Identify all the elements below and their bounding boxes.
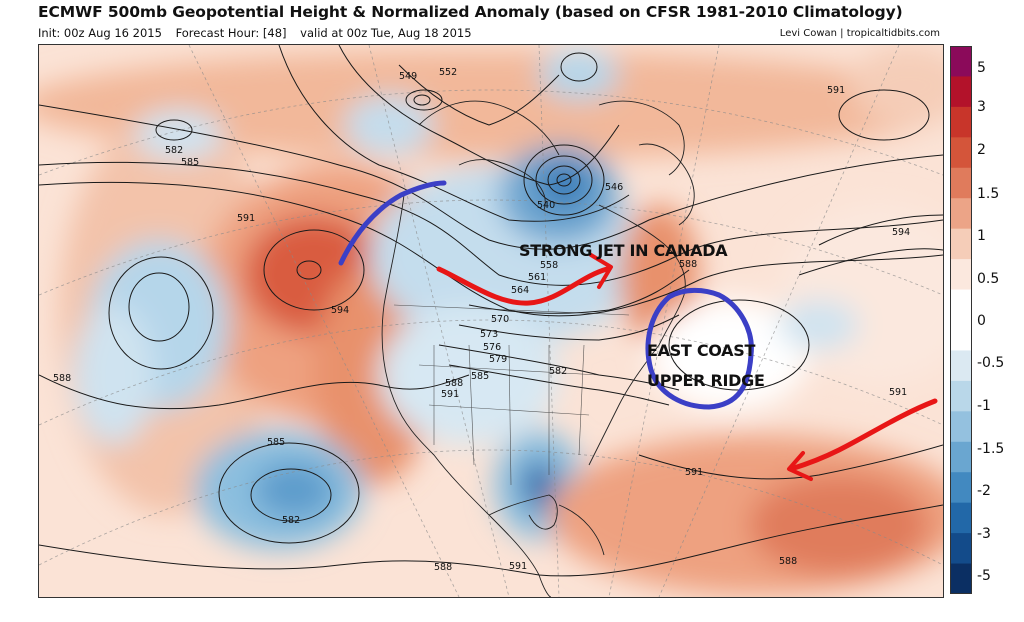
red-atlantic-arrowhead: [787, 451, 813, 481]
colorbar-label: -2: [977, 483, 991, 499]
contour-label: 582: [282, 515, 300, 526]
contour-label: 591: [889, 387, 907, 398]
contour-label: 585: [267, 437, 285, 448]
contour-label: 585: [181, 157, 199, 168]
colorbar-swatch: [950, 533, 972, 565]
anomaly-shading: [39, 45, 943, 595]
colorbar-label: 2: [977, 142, 986, 158]
colorbar-label: 0.5: [977, 271, 1000, 287]
contour-label: 540: [537, 200, 555, 211]
coastlines: [381, 100, 695, 597]
colorbar-swatch: [950, 228, 972, 260]
ridge-circle: [645, 287, 754, 410]
contour-label: 591: [441, 389, 459, 400]
valid-time: valid at 00z Tue, Aug 18 2015: [300, 26, 472, 40]
colorbar-label: -1.5: [977, 441, 1005, 457]
contour-label: 591: [237, 213, 255, 224]
contour-label: 588: [779, 556, 797, 567]
ridge-annotation-line1: EAST COAST: [647, 341, 756, 360]
colorbar-label: 1.5: [977, 186, 1000, 202]
contour-label: 573: [480, 329, 498, 340]
contour-label: 588: [679, 259, 697, 270]
contour-label: 576: [483, 342, 501, 353]
red-jet-arrowhead: [589, 253, 613, 289]
contour-label: 585: [471, 371, 489, 382]
lat-lon-grid: [39, 45, 943, 597]
colorbar-swatch: [950, 380, 972, 412]
contour-label: 570: [491, 314, 509, 325]
colorbar-swatch: [950, 350, 972, 382]
ridge-annotation-line2: UPPER RIDGE: [647, 371, 765, 390]
contour-label: 564: [511, 285, 529, 296]
init-time: Init: 00z Aug 16 2015: [38, 26, 162, 40]
map-canvas: 549 552 546 540 582 585 591 594 588 558 …: [39, 45, 943, 597]
map-title: ECMWF 500mb Geopotential Height & Normal…: [38, 3, 903, 21]
colorbar-label: 5: [977, 60, 986, 76]
credit-label: Levi Cowan | tropicaltidbits.com: [779, 28, 940, 39]
colorbar-label: 1: [977, 228, 986, 244]
colorbar-swatch: [950, 320, 972, 351]
colorbar-swatch: [950, 167, 972, 199]
map-subtitle: Init: 00z Aug 16 2015 Forecast Hour: [48…: [38, 26, 482, 40]
jet-annotation: STRONG JET IN CANADA: [519, 241, 728, 260]
anomaly-map: 549 552 546 540 582 585 591 594 588 558 …: [38, 44, 944, 598]
forecast-hour: Forecast Hour: [48]: [175, 26, 287, 40]
red-jet-arrow: [436, 266, 610, 306]
contour-label: 591: [509, 561, 527, 572]
colorbar-swatch: [950, 411, 972, 443]
colorbar-border: [950, 46, 972, 594]
colorbar-label: -5: [977, 568, 991, 584]
colorbar-swatch: [950, 259, 972, 291]
colorbar-label: -0.5: [977, 355, 1005, 371]
colorbar-swatch: [950, 76, 972, 108]
contour-labels: 549 552 546 540 582 585 591 594 588 558 …: [53, 67, 910, 573]
contour-label: 549: [399, 71, 417, 82]
contour-label: 558: [540, 260, 558, 271]
colorbar-swatch: [950, 563, 972, 594]
colorbar-swatch: [950, 441, 972, 473]
colorbar-swatch: [950, 472, 972, 504]
contour-label: 582: [165, 145, 183, 156]
annotation-arrows: [338, 180, 938, 481]
colorbar-swatch: [950, 289, 972, 321]
contour-label: 594: [331, 305, 349, 316]
contour-label: 582: [549, 366, 567, 377]
red-atlantic-arrow: [788, 398, 938, 472]
blue-jet-arrow: [338, 180, 447, 266]
colorbar-label: 3: [977, 99, 986, 115]
colorbar-swatch: [950, 106, 972, 138]
contour-label: 588: [434, 562, 452, 573]
colorbar-label: -1: [977, 398, 991, 414]
contour-label: 591: [685, 467, 703, 478]
colorbar-swatch: [950, 46, 972, 77]
contour-label: 591: [827, 85, 845, 96]
colorbar-label: -3: [977, 526, 991, 542]
colorbar-swatch: [950, 198, 972, 230]
contour-label: 552: [439, 67, 457, 78]
colorbar-swatch: [950, 137, 972, 169]
political-boundaries: [393, 304, 630, 486]
contour-label: 594: [892, 227, 910, 238]
contour-label: 546: [605, 182, 623, 193]
colorbar-label: 0: [977, 313, 986, 329]
contour-label: 579: [489, 354, 507, 365]
contour-label: 561: [528, 272, 546, 283]
colorbar-swatch: [950, 502, 972, 534]
contour-label: 588: [445, 378, 463, 389]
colorbar: [950, 46, 972, 594]
contour-label: 588: [53, 373, 71, 384]
